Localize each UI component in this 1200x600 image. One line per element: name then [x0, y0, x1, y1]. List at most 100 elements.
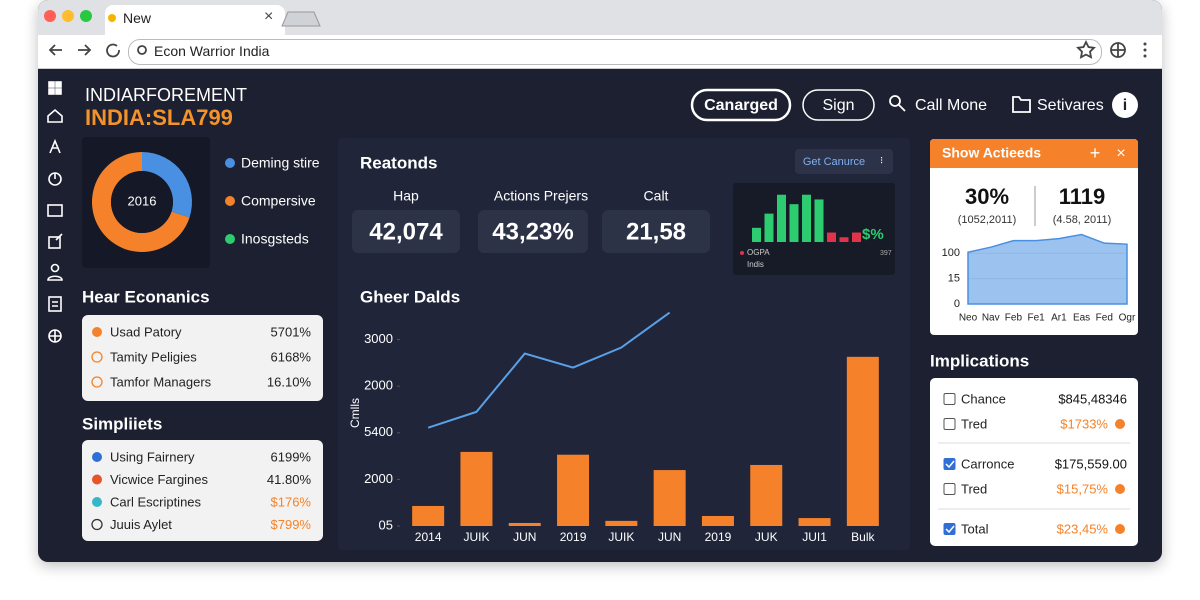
tab[interactable]: [105, 5, 285, 35]
stat-label: Hap: [393, 188, 419, 204]
info-button[interactable]: [1112, 92, 1138, 118]
row-marker: [91, 351, 103, 363]
url-box[interactable]: [128, 39, 1102, 65]
y-tick-label: 3000: [364, 331, 393, 346]
actions-box: [930, 139, 1138, 335]
info-icon: i: [1123, 97, 1127, 114]
row-label: Using Fairnery: [110, 449, 195, 464]
area: [967, 233, 1128, 305]
line: [427, 311, 671, 429]
stat-card: [478, 210, 588, 253]
row-value: $799%: [271, 517, 312, 532]
tab-title: New: [123, 10, 152, 26]
row-label: Chance: [961, 391, 1006, 406]
y-tick-label: 2000: [364, 378, 393, 393]
bar: [508, 522, 541, 526]
y-axis-label: Cmlls: [348, 398, 362, 428]
x-tick-label: JUIK: [608, 530, 634, 544]
row-value: $15,75%: [1057, 481, 1109, 496]
legend-marker: [225, 158, 235, 168]
y-tick-label: 15: [948, 273, 960, 285]
checkbox[interactable]: [943, 523, 956, 535]
x-tick-label: 2019: [705, 530, 732, 544]
header-link: Call Mone: [915, 97, 987, 114]
stat-value: 21,58: [626, 218, 686, 245]
check: [945, 460, 955, 469]
new-tab[interactable]: [281, 11, 321, 27]
checkbox[interactable]: [943, 458, 956, 470]
checkbox[interactable]: [943, 483, 956, 495]
bar: [798, 518, 831, 526]
row-value: $1733%: [1060, 416, 1108, 431]
mini-bar: [827, 232, 836, 242]
row-label: Tamity Peligies: [110, 349, 197, 364]
actions-header: [930, 139, 1138, 168]
legend-marker: [225, 196, 235, 206]
x-tick-label: Fed: [1096, 313, 1113, 324]
tab-close[interactable]: ×: [264, 8, 274, 25]
window-controls[interactable]: [44, 10, 92, 22]
mini-annotation: $%: [862, 226, 884, 243]
row-marker: [91, 518, 103, 531]
x-tick-label: Feb: [1005, 313, 1023, 324]
checkbox[interactable]: [943, 418, 956, 430]
mini-bar: [764, 213, 774, 242]
x-tick-label: Neo: [959, 313, 978, 324]
row-label: Tamfor Managers: [110, 374, 212, 389]
x-tick-label: Bulk: [851, 530, 875, 544]
x-tick-label: Ogr: [1119, 313, 1136, 324]
row-value: $175,559.00: [1055, 456, 1127, 471]
chart-title: Gheer Dalds: [360, 287, 460, 306]
mini-bar: [789, 204, 799, 242]
sidebar-icons[interactable]: [47, 81, 63, 343]
stat-card: [602, 210, 710, 253]
y-tick-label: 2000: [364, 471, 393, 486]
add-icon[interactable]: +: [1090, 143, 1101, 163]
url: Econ Warrior India: [154, 43, 270, 59]
x-tick-label: JUIK: [463, 530, 489, 544]
row-label: Total: [961, 521, 989, 536]
mini-bar: [777, 194, 786, 242]
legend-label: Inosgsteds: [241, 231, 309, 247]
button-label: Get Canurce: [803, 156, 865, 168]
header-button-label: Sign: [822, 97, 854, 114]
x-tick-label: 2014: [415, 530, 442, 544]
menu-icon[interactable]: [1143, 42, 1147, 58]
mini-bar: [752, 227, 761, 242]
header-button[interactable]: [690, 88, 792, 122]
bar: [557, 454, 590, 526]
nav-icons[interactable]: [48, 39, 1126, 59]
mini-bar: [802, 194, 811, 242]
mini-label: Indis: [747, 260, 764, 269]
canurce-button[interactable]: [795, 149, 893, 174]
section-title: Simpliiets: [82, 414, 162, 433]
header-button[interactable]: [802, 89, 875, 121]
x-tick-label: Eas: [1073, 313, 1090, 324]
mini-note: 397: [880, 250, 892, 257]
header-subtitle: INDIA:SLA799: [85, 105, 233, 130]
mini-bar: [852, 232, 861, 242]
x-tick-label: Fe1: [1028, 313, 1046, 324]
donut-center: 2016: [128, 193, 157, 208]
close-icon[interactable]: ×: [1116, 145, 1125, 162]
row-label: Tred: [961, 416, 987, 431]
header-link: Setivares: [1037, 97, 1104, 114]
section-title: Hear Econanics: [82, 287, 210, 306]
bar: [846, 356, 879, 526]
stat-label: Calt: [644, 188, 669, 204]
x-tick-label: JUN: [658, 530, 681, 544]
row-value: $845,48346: [1058, 391, 1127, 406]
row-label: Carl Escriptines: [110, 494, 202, 509]
header-button-label: Canarged: [704, 97, 778, 114]
x-tick-label: JUK: [755, 530, 778, 544]
mini-bar: [839, 237, 849, 242]
legend-marker: [225, 234, 235, 244]
row-dot: [1115, 419, 1125, 429]
stat-value: 42,074: [369, 218, 443, 245]
donut-slice: [142, 152, 192, 218]
section-title: Implications: [930, 351, 1029, 370]
row-marker: [91, 376, 103, 388]
header-icons[interactable]: [889, 95, 1031, 113]
checkbox[interactable]: [943, 393, 956, 405]
